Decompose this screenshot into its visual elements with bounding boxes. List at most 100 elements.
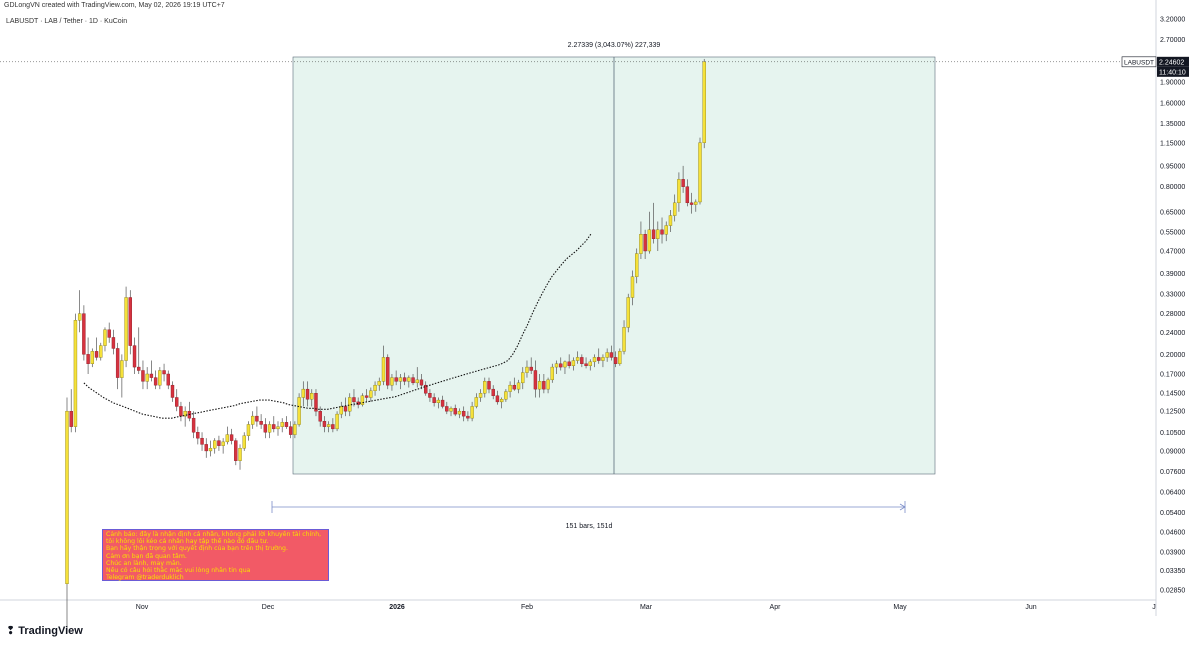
candle-body (419, 379, 424, 386)
candle-body (499, 399, 504, 403)
price-tick-label: 0.03350 (1160, 568, 1185, 575)
candle (141, 360, 145, 390)
candle (305, 381, 310, 407)
candle-body (483, 381, 487, 394)
price-tag-countdown: 11:40:10 (1159, 69, 1186, 76)
candle-body (470, 406, 474, 419)
candle-body (82, 313, 86, 355)
candle-body (656, 229, 660, 239)
chart-grid (0, 0, 1157, 616)
candle-body (424, 384, 428, 394)
candle (681, 165, 685, 193)
candle (487, 377, 491, 394)
candle (592, 354, 597, 368)
price-tick-label: 2.70000 (1160, 37, 1185, 44)
candle (635, 248, 639, 284)
candle (137, 327, 141, 374)
candle (664, 221, 668, 242)
candle (601, 354, 605, 368)
candle (630, 270, 635, 306)
candle-body (212, 440, 217, 449)
candle-body (103, 329, 107, 346)
candle (689, 192, 694, 214)
tradingview-logo[interactable]: ❢ TradingView (6, 624, 83, 637)
candle-body (196, 432, 200, 439)
candle-body (86, 354, 90, 364)
candle (335, 411, 339, 432)
candle-body (580, 357, 584, 364)
candle-body (280, 422, 284, 427)
note-line: Cảm ơn bạn đã quan tâm. (106, 552, 187, 560)
price-tick-label: 1.60000 (1160, 100, 1185, 107)
price-tag-price-box (1157, 56, 1189, 67)
candle-body (77, 313, 82, 321)
candle (103, 327, 107, 352)
candle-body (529, 366, 533, 371)
candle-body (525, 366, 529, 373)
measure-label: 2.27339 (3,043.07%) 227,339 (568, 42, 661, 49)
price-tick-label: 0.10500 (1160, 430, 1185, 437)
time-axis[interactable]: Nov Dec 2026 Feb Mar Apr May Jun J (136, 604, 1156, 611)
candle-body (618, 351, 622, 364)
candle (322, 416, 327, 433)
price-tick-label: 0.03900 (1160, 550, 1185, 557)
candle (554, 360, 559, 374)
candle (187, 401, 192, 422)
candle-body (288, 426, 293, 435)
tradingview-logo-text: TradingView (18, 624, 83, 637)
price-tick-label: 0.05400 (1160, 510, 1185, 517)
price-tick-label: 0.28000 (1160, 311, 1185, 318)
candle-body (639, 234, 643, 254)
price-tick-label: 0.12500 (1160, 409, 1185, 416)
candle-body (364, 395, 369, 398)
candle-body (90, 351, 95, 364)
disclaimer-note: Cảnh báo: đây là nhận định cá nhân, khôn… (102, 529, 329, 581)
candle-body (398, 377, 403, 382)
candle-body (622, 327, 626, 352)
candle-body (360, 395, 365, 405)
candle-body (238, 448, 242, 461)
candle-body (301, 388, 306, 398)
time-tick-label: Jun (1025, 604, 1036, 611)
price-tick-label: 1.90000 (1160, 80, 1185, 87)
candle-body (217, 440, 221, 446)
candle-body (521, 372, 525, 384)
time-tick-label: Mar (640, 604, 653, 611)
candle (352, 389, 356, 407)
candle (263, 418, 268, 439)
candle (457, 408, 462, 419)
candle-body (200, 437, 204, 445)
candle (111, 329, 116, 355)
candle (495, 390, 500, 405)
time-tick-label: 2026 (389, 604, 405, 611)
candle-body (293, 424, 297, 435)
candle-body (563, 361, 567, 368)
candle-body (221, 441, 225, 446)
range-ruler (271, 501, 906, 513)
candle (90, 348, 95, 368)
candle-body (255, 415, 259, 422)
candle (643, 229, 647, 259)
candle-body (259, 421, 263, 425)
candle (537, 373, 542, 398)
price-tick-label: 0.55000 (1160, 229, 1185, 236)
candle-body (326, 424, 331, 427)
price-tick-label: 1.15000 (1160, 140, 1185, 147)
candle (672, 194, 677, 222)
candle-body (457, 410, 462, 415)
candle (377, 377, 381, 391)
price-axis[interactable]: 3.20000 2.70000 1.90000 1.60000 1.35000 1.150… (1160, 17, 1185, 595)
candle (609, 345, 614, 361)
candle (107, 322, 111, 343)
candle-body (377, 381, 381, 386)
candle-body (660, 229, 664, 235)
candle-body (664, 225, 668, 235)
candle-body (436, 399, 441, 403)
candle-body (390, 377, 394, 386)
candle-body (542, 381, 546, 390)
candle (407, 375, 411, 388)
candle-body (65, 410, 69, 584)
candle (77, 290, 82, 333)
candle-body (183, 410, 187, 417)
